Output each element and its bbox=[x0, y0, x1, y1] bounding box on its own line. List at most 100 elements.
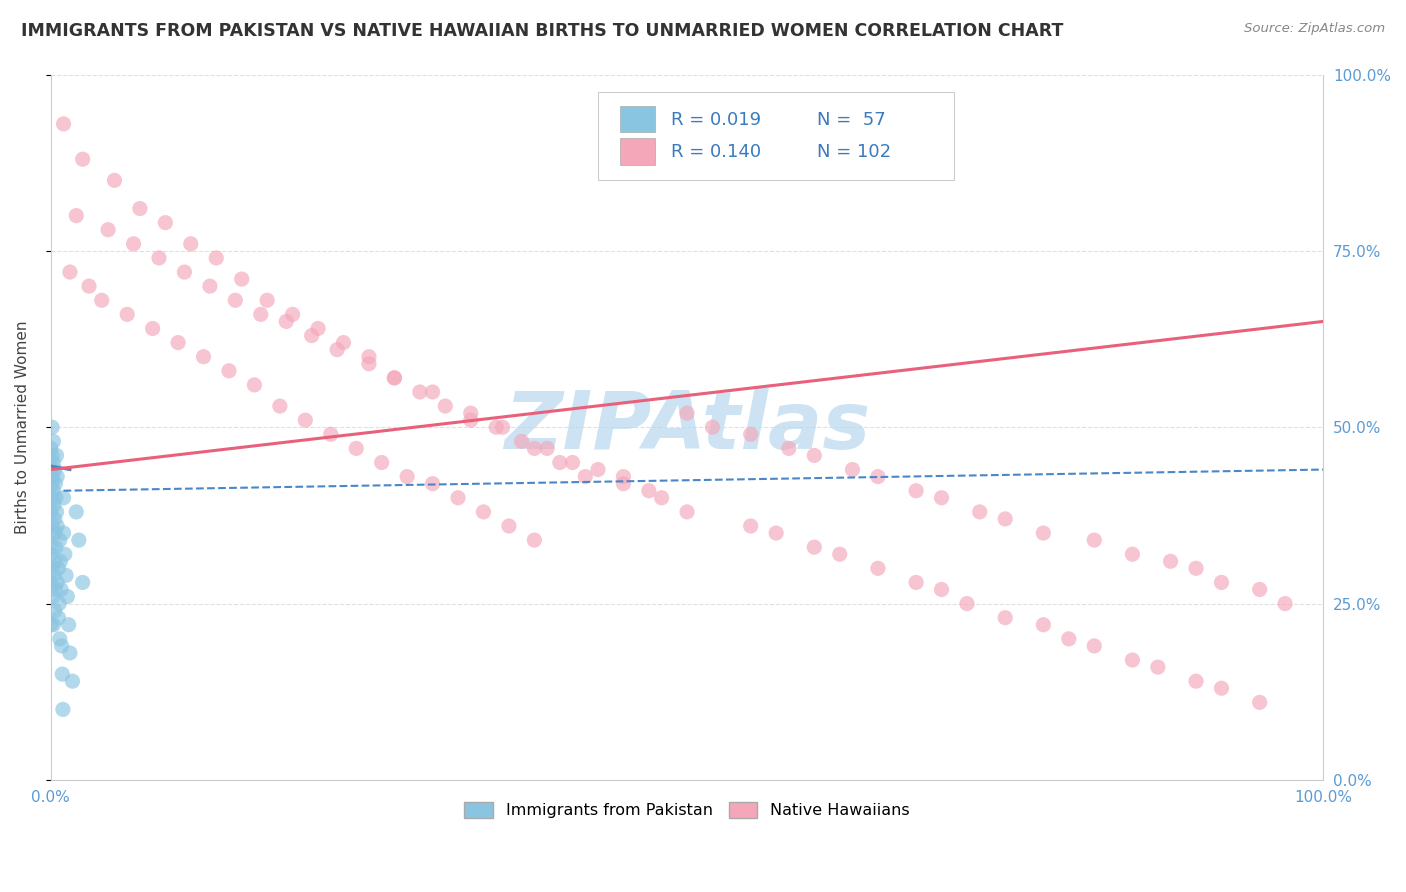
Point bbox=[1032, 617, 1054, 632]
Point bbox=[612, 476, 634, 491]
Point bbox=[231, 272, 253, 286]
Point bbox=[1274, 597, 1296, 611]
Point bbox=[42, 469, 65, 483]
Point bbox=[77, 279, 100, 293]
Point bbox=[1249, 695, 1271, 709]
Point bbox=[44, 582, 66, 597]
Point bbox=[39, 442, 62, 456]
Point bbox=[46, 469, 69, 483]
Point bbox=[905, 575, 928, 590]
Point bbox=[97, 223, 120, 237]
Point bbox=[59, 265, 82, 279]
Point bbox=[193, 350, 215, 364]
Point bbox=[46, 575, 69, 590]
Point bbox=[115, 307, 138, 321]
Point bbox=[676, 406, 699, 420]
Point bbox=[510, 434, 533, 449]
Point bbox=[307, 321, 329, 335]
Point bbox=[472, 505, 495, 519]
Text: Source: ZipAtlas.com: Source: ZipAtlas.com bbox=[1244, 22, 1385, 36]
Point bbox=[422, 476, 444, 491]
Legend: Immigrants from Pakistan, Native Hawaiians: Immigrants from Pakistan, Native Hawaiia… bbox=[458, 796, 917, 825]
Point bbox=[41, 449, 63, 463]
Point bbox=[765, 526, 787, 541]
Point bbox=[586, 462, 609, 476]
Text: IMMIGRANTS FROM PAKISTAN VS NATIVE HAWAIIAN BIRTHS TO UNMARRIED WOMEN CORRELATIO: IMMIGRANTS FROM PAKISTAN VS NATIVE HAWAI… bbox=[21, 22, 1063, 40]
Point bbox=[205, 251, 228, 265]
Bar bbox=[620, 138, 655, 165]
Point bbox=[249, 307, 271, 321]
Point bbox=[485, 420, 508, 434]
Point bbox=[740, 427, 762, 442]
Point bbox=[218, 364, 240, 378]
Point bbox=[357, 350, 380, 364]
Point bbox=[72, 575, 94, 590]
Point bbox=[702, 420, 724, 434]
Point bbox=[52, 117, 75, 131]
Point bbox=[638, 483, 661, 498]
Point bbox=[574, 469, 596, 483]
Point bbox=[828, 547, 851, 561]
Point bbox=[48, 597, 70, 611]
Point bbox=[65, 209, 87, 223]
Point bbox=[45, 491, 67, 505]
Point bbox=[1211, 681, 1233, 696]
Point bbox=[931, 582, 953, 597]
Point bbox=[41, 476, 63, 491]
Point bbox=[62, 674, 84, 689]
Point bbox=[994, 610, 1017, 624]
Point bbox=[42, 498, 65, 512]
Point bbox=[55, 568, 77, 582]
Text: R = 0.140: R = 0.140 bbox=[671, 143, 761, 161]
Point bbox=[905, 483, 928, 498]
Point bbox=[276, 314, 298, 328]
Point bbox=[41, 420, 63, 434]
Point bbox=[45, 505, 67, 519]
Point bbox=[44, 476, 66, 491]
Point bbox=[224, 293, 246, 308]
Point bbox=[42, 590, 65, 604]
Point bbox=[384, 371, 406, 385]
Point bbox=[332, 335, 354, 350]
Point bbox=[931, 491, 953, 505]
Point bbox=[326, 343, 349, 357]
Point bbox=[51, 639, 73, 653]
Point bbox=[447, 491, 470, 505]
Point bbox=[48, 610, 70, 624]
Point bbox=[866, 469, 889, 483]
Point bbox=[42, 434, 65, 449]
Point bbox=[1057, 632, 1080, 646]
Point bbox=[44, 554, 66, 568]
Point bbox=[460, 413, 482, 427]
Point bbox=[460, 406, 482, 420]
Point bbox=[319, 427, 342, 442]
Point bbox=[803, 540, 825, 554]
Point bbox=[65, 505, 87, 519]
Point bbox=[523, 533, 546, 547]
Point bbox=[1083, 533, 1105, 547]
Point bbox=[148, 251, 170, 265]
Point bbox=[778, 442, 800, 456]
Point bbox=[41, 519, 63, 533]
Point bbox=[44, 512, 66, 526]
Point bbox=[1249, 582, 1271, 597]
Point bbox=[180, 236, 202, 251]
Point bbox=[48, 533, 70, 547]
Point bbox=[994, 512, 1017, 526]
Point bbox=[1083, 639, 1105, 653]
Point bbox=[301, 328, 323, 343]
Point bbox=[536, 442, 558, 456]
Point bbox=[42, 526, 65, 541]
Point bbox=[243, 378, 266, 392]
Point bbox=[1121, 547, 1143, 561]
Point bbox=[1185, 561, 1208, 575]
Point bbox=[41, 491, 63, 505]
Point bbox=[90, 293, 112, 308]
Point bbox=[384, 371, 406, 385]
Point bbox=[294, 413, 316, 427]
Point bbox=[46, 519, 69, 533]
Point bbox=[357, 357, 380, 371]
Point bbox=[39, 547, 62, 561]
Point bbox=[39, 505, 62, 519]
Point bbox=[103, 173, 125, 187]
